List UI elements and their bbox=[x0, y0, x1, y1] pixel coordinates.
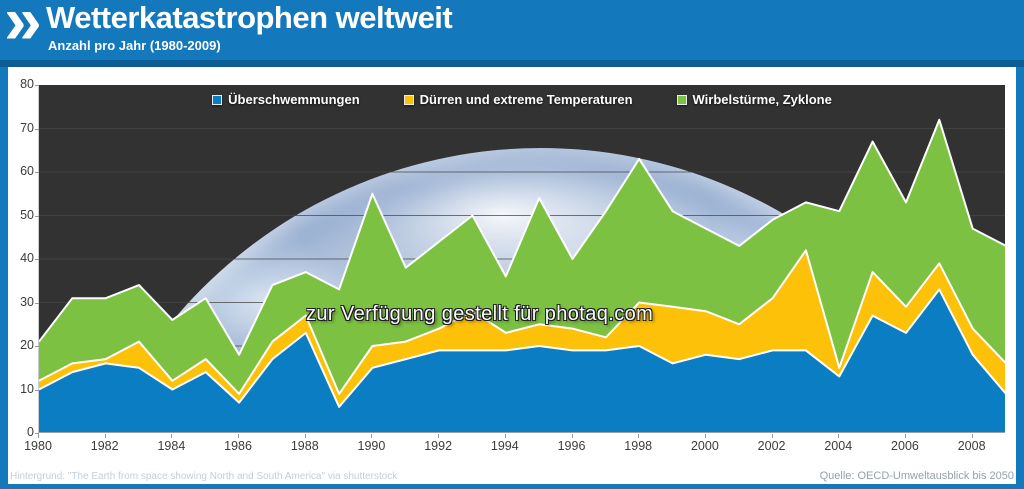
droughts-swatch-icon bbox=[403, 94, 414, 105]
boundary-line-2 bbox=[39, 118, 1005, 356]
y-axis-label: 30 bbox=[20, 294, 34, 309]
storms-swatch-icon bbox=[676, 94, 687, 105]
page-title: Wetterkatastrophen weltweit bbox=[46, 0, 453, 35]
x-axis-label: 1992 bbox=[424, 439, 453, 453]
y-axis-label: 40 bbox=[20, 251, 34, 265]
plot-area: Überschwemmungen Dürren und extreme Temp… bbox=[38, 85, 1005, 433]
y-axis-label: 50 bbox=[20, 207, 34, 222]
y-axis-label: 70 bbox=[20, 120, 34, 135]
y-axis-tick bbox=[35, 172, 39, 173]
x-axis-tick bbox=[304, 434, 306, 438]
boundary-line-1 bbox=[39, 249, 1005, 395]
x-axis-tick bbox=[771, 434, 773, 438]
chart-panel: Überschwemmungen Dürren und extreme Temp… bbox=[8, 67, 1016, 484]
y-axis-tick bbox=[35, 215, 39, 217]
x-axis-label: 1990 bbox=[357, 439, 386, 453]
y-axis-tick bbox=[35, 433, 39, 434]
x-axis-label: 1984 bbox=[157, 439, 186, 453]
stacked-area-chart bbox=[39, 118, 1005, 432]
x-axis-label: 1996 bbox=[557, 439, 586, 453]
x-axis-label: 1982 bbox=[90, 439, 119, 453]
x-axis-label: 2004 bbox=[824, 439, 853, 453]
x-axis-tick bbox=[38, 434, 39, 438]
x-axis-tick bbox=[238, 434, 240, 438]
page-subtitle: Anzahl pro Jahr (1980-2009) bbox=[48, 38, 221, 53]
x-axis-tick bbox=[371, 434, 373, 438]
x-axis-label: 1988 bbox=[290, 439, 319, 453]
y-axis-label: 0 bbox=[27, 425, 34, 439]
y-axis-tick bbox=[35, 128, 39, 130]
x-axis-label: 2000 bbox=[690, 439, 719, 453]
x-axis-label: 1994 bbox=[490, 439, 519, 453]
boundary-line-0 bbox=[39, 288, 1005, 408]
header: » Wetterkatastrophen weltweit Anzahl pro… bbox=[0, 0, 1024, 67]
y-axis-label: 60 bbox=[20, 164, 34, 178]
oecd-chevrons-logo: » bbox=[4, 0, 42, 58]
x-axis-label: 1986 bbox=[224, 439, 252, 453]
y-axis-label: 80 bbox=[20, 77, 34, 91]
legend-item-floods: Überschwemmungen bbox=[212, 92, 360, 107]
y-axis-tick bbox=[35, 259, 39, 260]
y-axis-label: 20 bbox=[20, 338, 34, 352]
legend-item-droughts: Dürren und extreme Temperaturen bbox=[403, 92, 633, 107]
y-axis-tick bbox=[35, 302, 39, 304]
y-axis-label: 10 bbox=[20, 381, 34, 396]
x-axis-tick bbox=[571, 434, 573, 438]
x-axis-tick bbox=[904, 434, 906, 438]
x-axis-label: 1980 bbox=[24, 439, 52, 453]
x-axis-label: 2006 bbox=[891, 439, 919, 453]
legend-label-floods: Überschwemmungen bbox=[228, 92, 360, 107]
x-axis-label: 2008 bbox=[957, 439, 986, 453]
y-axis-tick bbox=[35, 85, 39, 86]
footer-source: Quelle: OECD-Umweltausblick bis 2050 bbox=[819, 470, 1014, 482]
watermark: zur Verfügung gestellt für photaq.com bbox=[306, 303, 654, 325]
x-axis-tick bbox=[104, 434, 106, 438]
x-axis-tick bbox=[704, 434, 706, 438]
y-axis-tick bbox=[35, 389, 39, 391]
legend-item-storms: Wirbelstürme, Zyklone bbox=[676, 92, 832, 107]
x-axis-tick bbox=[838, 434, 840, 438]
area-0 bbox=[39, 289, 1005, 432]
x-axis-tick bbox=[171, 434, 173, 438]
footer-background-credit: Hintergrund: "The Earth from space showi… bbox=[10, 471, 398, 482]
chart-legend: Überschwemmungen Dürren und extreme Temp… bbox=[39, 92, 1005, 107]
floods-swatch-icon bbox=[212, 94, 223, 105]
x-axis-label: 1998 bbox=[624, 439, 653, 453]
x-axis-tick bbox=[438, 434, 440, 438]
y-axis-tick bbox=[35, 346, 39, 347]
x-axis-label: 2002 bbox=[757, 439, 786, 453]
legend-label-storms: Wirbelstürme, Zyklone bbox=[692, 92, 832, 107]
x-axis-tick bbox=[638, 434, 640, 438]
x-axis-tick bbox=[504, 434, 506, 438]
x-axis-tick bbox=[971, 434, 973, 438]
legend-label-droughts: Dürren und extreme Temperaturen bbox=[419, 92, 633, 107]
